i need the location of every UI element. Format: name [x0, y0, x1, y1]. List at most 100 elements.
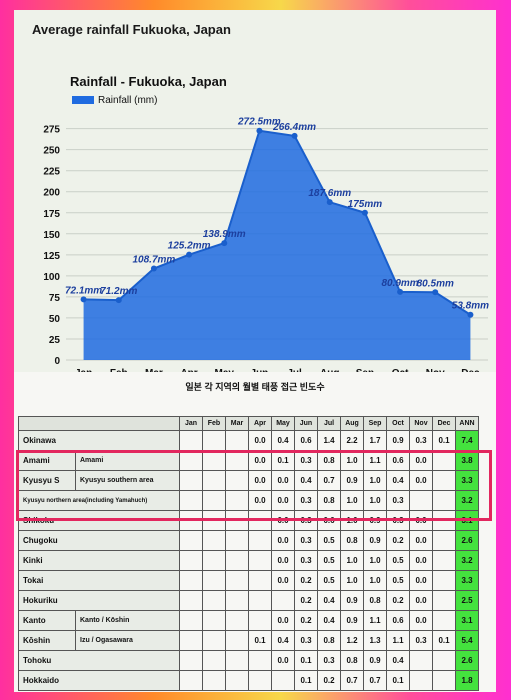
value-cell [179, 630, 203, 651]
value-cell: 0.2 [386, 590, 410, 611]
column-header: Nov [409, 416, 433, 431]
value-cell: 0.4 [271, 430, 295, 451]
data-point [150, 265, 157, 272]
value-cell [225, 590, 249, 611]
table-row: Okinawa 0.0 0.4 0.6 1.4 2.2 1.7 0.9 0.3 0.1 7.4 [18, 430, 479, 451]
value-cell [432, 590, 456, 611]
value-cell: 0.3 [317, 650, 341, 671]
value-cell: 0.9 [363, 530, 387, 551]
value-cell: 0.0 [271, 570, 295, 591]
value-cell: 0.9 [340, 610, 364, 631]
value-cell: 0.5 [317, 530, 341, 551]
value-cell: 0.5 [386, 550, 410, 571]
value-cell: 0.2 [386, 530, 410, 551]
value-cell: 0.3 [409, 430, 433, 451]
column-header: May [271, 416, 295, 431]
value-cell: 0.7 [340, 670, 364, 691]
value-cell [202, 550, 226, 571]
region-group-cell: Kyusyu northern area(including Yamahuch) [18, 490, 180, 511]
value-cell [248, 530, 272, 551]
table-row: Kanto Kanto / Kōshin 0.0 0.2 0.4 0.9 1.1 0.6 0.0… [18, 610, 479, 631]
table-row: Kinki 0.0 0.3 0.5 1.0 1.0 0.5 0.0 3.2 [18, 550, 479, 571]
data-point [397, 288, 404, 295]
value-cell: 1.2 [340, 630, 364, 651]
value-cell [432, 570, 456, 591]
y-tick-label: 25 [49, 335, 61, 346]
value-cell [179, 650, 203, 671]
annual-cell: 1.8 [455, 670, 479, 691]
column-header: Oct [386, 416, 410, 431]
value-cell [409, 670, 433, 691]
data-point [80, 296, 87, 303]
value-cell [202, 570, 226, 591]
value-cell [225, 670, 249, 691]
data-point [467, 311, 474, 318]
value-cell [271, 590, 295, 611]
data-point [115, 297, 122, 304]
value-cell: 1.0 [363, 550, 387, 571]
value-cell: 0.0 [409, 530, 433, 551]
region-group-cell: Kanto [18, 610, 76, 631]
table-header-row: Jan Feb Mar Apr May Jun Jul Aug Sep Oct Nov Dec ANN [18, 416, 479, 431]
value-cell: 0.3 [294, 630, 318, 651]
value-cell: 0.4 [317, 590, 341, 611]
data-point [291, 132, 298, 139]
value-cell: 0.2 [317, 670, 341, 691]
value-cell: 0.9 [363, 650, 387, 671]
value-cell: 0.0 [409, 550, 433, 571]
value-cell: 0.2 [294, 570, 318, 591]
value-cell: 0.7 [363, 670, 387, 691]
value-cell [248, 570, 272, 591]
value-cell: 0.6 [294, 430, 318, 451]
region-group-cell: Kinki [18, 550, 180, 571]
region-group-cell: Chugoku [18, 530, 180, 551]
data-point [221, 240, 228, 247]
value-cell: 0.1 [432, 430, 456, 451]
value-cell: 1.0 [363, 570, 387, 591]
value-cell [225, 570, 249, 591]
value-cell: 0.0 [271, 650, 295, 671]
data-label: 187.6mm [308, 188, 351, 199]
value-cell [225, 650, 249, 671]
data-label: 80.9mm [381, 278, 418, 289]
value-cell [202, 430, 226, 451]
value-cell [202, 630, 226, 651]
value-cell: 2.2 [340, 430, 364, 451]
value-cell: 0.0 [248, 430, 272, 451]
value-cell: 0.4 [271, 630, 295, 651]
annual-cell: 2.5 [455, 590, 479, 611]
y-tick-label: 200 [43, 188, 60, 199]
data-point [186, 251, 193, 258]
value-cell: 0.1 [432, 630, 456, 651]
annual-cell: 5.4 [455, 630, 479, 651]
value-cell [409, 650, 433, 671]
data-label: 71.2mm [100, 286, 137, 297]
y-tick-label: 250 [43, 146, 60, 157]
region-group-cell: Hokuriku [18, 590, 180, 611]
data-label: 175mm [348, 199, 383, 210]
y-axis: 0 25 50 75 100 125 150 175 200 225 250 275 [43, 125, 60, 367]
area-layer [80, 127, 474, 360]
data-point [432, 289, 439, 296]
value-cell [179, 610, 203, 631]
value-cell: 1.4 [317, 430, 341, 451]
column-header: Mar [225, 416, 249, 431]
region-sub-cell: Izu / Ogasawara [75, 630, 180, 651]
y-tick-label: 225 [43, 167, 60, 178]
y-tick-label: 75 [49, 293, 61, 304]
value-cell: 0.0 [271, 550, 295, 571]
data-point [256, 127, 263, 134]
value-cell: 0.9 [340, 590, 364, 611]
value-cell: 0.6 [386, 610, 410, 631]
region-sub-cell: Kanto / Kōshin [75, 610, 180, 631]
data-label: 138.9mm [203, 229, 246, 240]
data-label: 125.2mm [168, 241, 211, 252]
value-cell [432, 610, 456, 631]
header-corner [18, 416, 180, 431]
value-cell [248, 610, 272, 631]
typhoon-table-panel: 일본 각 지역의 월별 태풍 접근 빈도수 Jan Feb Mar Apr May Jun… [14, 372, 496, 692]
annual-cell: 7.4 [455, 430, 479, 451]
value-cell [225, 550, 249, 571]
value-cell [202, 650, 226, 671]
